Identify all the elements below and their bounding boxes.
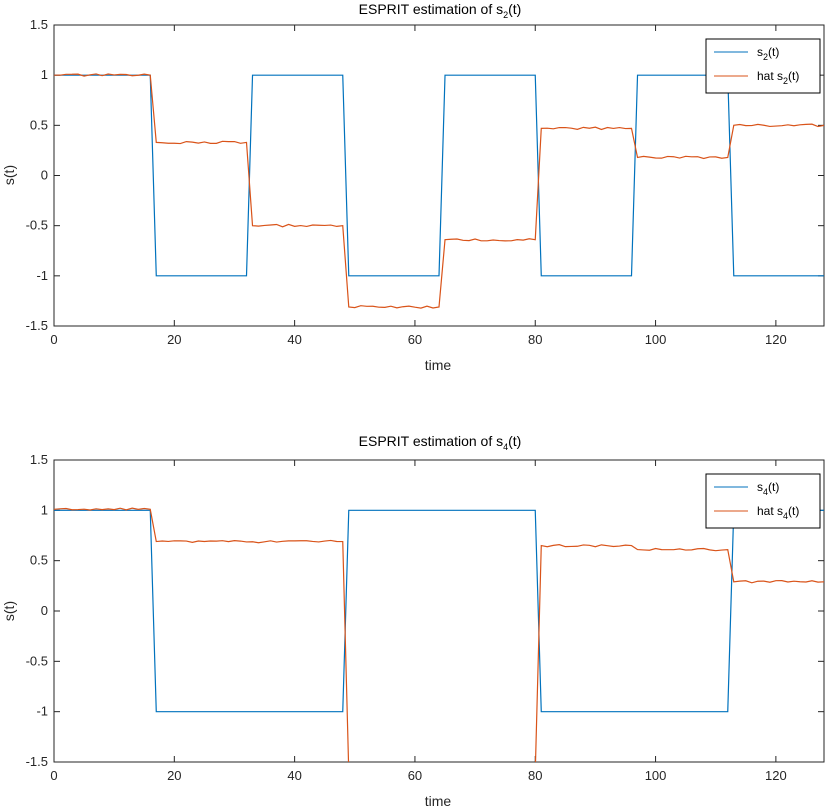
title-bottom: ESPRIT estimation of s4(t) [359,433,522,452]
x-tick-label-bottom: 60 [408,768,422,783]
x-tick-label-top: 40 [287,332,301,347]
x-tick-label-bottom: 120 [765,768,787,783]
x-tick-label-bottom: 80 [528,768,542,783]
series-line-top-1 [54,73,824,309]
x-tick-label-bottom: 40 [287,768,301,783]
legend-top: s2(t) hat s2(t) [705,38,821,94]
legend-label-bottom-hat-s4: hat s4(t) [757,504,799,521]
subplot-top: ESPRIT estimation of s2(t) 0 20 40 60 80 100 1… [1,1,825,373]
y-tick-label-bottom: -1 [36,704,48,719]
xlabel-top: time [425,357,452,373]
y-tick-label-bottom: -1.5 [26,754,48,769]
subplot-bottom: ESPRIT estimation of s4(t) 0 20 40 60 80 100 1… [1,433,825,808]
plot-area-bottom: 0 20 40 60 80 100 120 -1.5 -1 -0.5 0 0.5 1 1.5 [26,452,825,783]
y-tick-label-bottom: 1.5 [30,452,48,467]
legend-box-bottom [705,473,821,529]
series-line-bottom-1 [54,507,824,762]
x-tick-label-top: 120 [765,332,787,347]
legend-label-top-s2: s2(t) [757,45,779,62]
legend-bottom: s4(t) hat s4(t) [705,473,821,529]
y-tick-label-top: 0 [41,168,48,183]
title-top: ESPRIT estimation of s2(t) [359,1,522,20]
y-tick-label-top: -1 [36,268,48,283]
x-tick-label-bottom: 100 [645,768,667,783]
plot-area-top: 0 20 40 60 80 100 120 -1.5 -1 -0.5 0 0.5 1 1.5 [26,17,825,347]
x-tick-label-top: 20 [167,332,181,347]
y-tick-label-bottom: 0.5 [30,553,48,568]
y-tick-label-bottom: 1 [41,502,48,517]
x-tick-label-top: 80 [528,332,542,347]
xlabel-bottom: time [425,793,452,808]
ylabel-top: s(t) [1,165,17,185]
legend-label-top-hat-s2: hat s2(t) [757,69,799,86]
legend-label-bottom-s4: s4(t) [757,480,779,497]
y-tick-label-bottom: 0 [41,603,48,618]
series-line-top-0 [54,74,824,277]
x-tick-label-bottom: 20 [167,768,181,783]
y-tick-label-top: 0.5 [30,117,48,132]
y-tick-label-top: -1.5 [26,318,48,333]
y-tick-label-top: 1.5 [30,17,48,32]
ylabel-bottom: s(t) [1,601,17,621]
y-tick-label-bottom: -0.5 [26,653,48,668]
x-tick-label-bottom: 0 [50,768,57,783]
y-tick-label-top: -0.5 [26,218,48,233]
x-tick-label-top: 0 [50,332,57,347]
y-tick-label-top: 1 [41,67,48,82]
x-tick-label-top: 60 [408,332,422,347]
series-line-bottom-0 [54,509,824,713]
x-tick-label-top: 100 [645,332,667,347]
legend-box-top [705,38,821,94]
